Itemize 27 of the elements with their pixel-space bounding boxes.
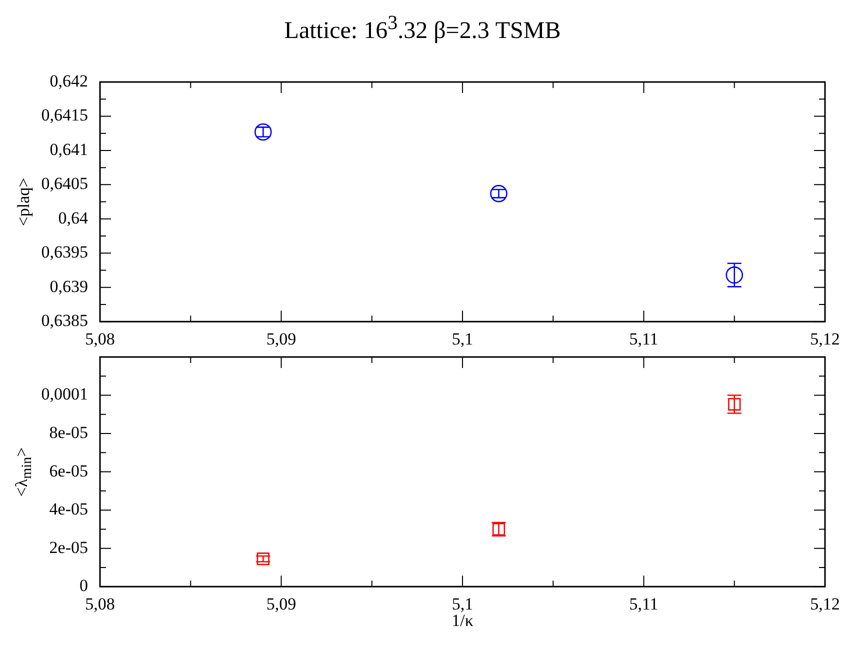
- x-tick-label: 5,08: [85, 594, 115, 614]
- y-tick-label: 8e-05: [49, 423, 88, 442]
- y-tick-label: 2e-05: [49, 538, 88, 557]
- y-tick-label: 0,639: [50, 276, 88, 296]
- y-tick-label: 0,0001: [41, 384, 88, 404]
- x-tick-label: 5,12: [810, 594, 840, 614]
- y-tick-label: 0,641: [50, 140, 88, 159]
- x-tick-label: 5,09: [266, 329, 296, 348]
- chart-title: Lattice: 16$^{3}$.32 β=2.3 TSMB: [283, 12, 562, 45]
- y-tick-label: 0,64: [58, 208, 88, 228]
- y-tick-label: 6e-05: [49, 461, 88, 480]
- x-tick-label: 5,12: [810, 329, 840, 348]
- x-tick-label: 5,11: [629, 594, 658, 614]
- x-tick-label: 5,1: [452, 329, 474, 348]
- y-tick-label: 4e-05: [49, 500, 88, 519]
- y-tick-label: 0,6385: [41, 311, 88, 330]
- y-tick-label: 0,642: [50, 71, 88, 90]
- x-tick-label: 5,08: [85, 329, 115, 348]
- y-tick-label: 0: [80, 576, 88, 596]
- x-axis-title: 1/κ: [452, 610, 474, 630]
- x-tick-label: 5,1: [452, 594, 474, 614]
- y-tick-label: 0,6415: [41, 106, 88, 125]
- y-axis-title: <plaq>: [14, 178, 34, 226]
- x-tick-label: 5,09: [266, 594, 296, 614]
- x-tick-label: 5,11: [629, 329, 658, 348]
- y-tick-label: 0,6405: [41, 174, 88, 194]
- y-tick-label: 0,6395: [41, 242, 88, 262]
